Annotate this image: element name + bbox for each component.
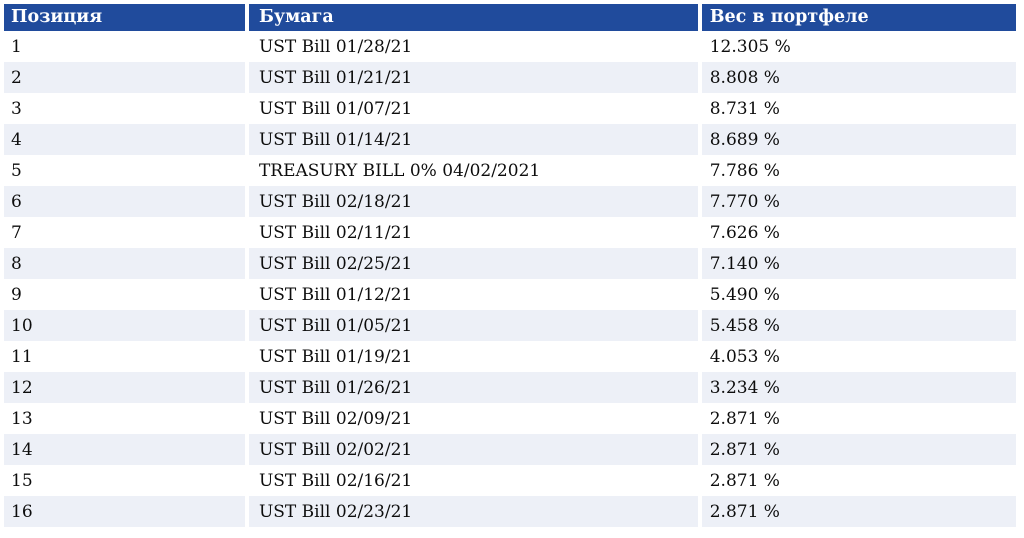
weight-cell: 8.689 %	[701, 124, 1016, 155]
table-row: 4 UST Bill 01/14/21 8.689 %	[4, 124, 1016, 155]
weight-cell: 7.770 %	[701, 186, 1016, 217]
weight-cell: 7.140 %	[701, 248, 1016, 279]
table-row: 3 UST Bill 01/07/21 8.731 %	[4, 93, 1016, 124]
weight-cell: 8.731 %	[701, 93, 1016, 124]
security-cell: UST Bill 01/28/21	[248, 31, 698, 62]
security-cell: UST Bill 02/11/21	[248, 217, 698, 248]
weight-cell: 2.871 %	[701, 434, 1016, 465]
table-row: 8 UST Bill 02/25/21 7.140 %	[4, 248, 1016, 279]
security-cell: UST Bill 02/02/21	[248, 434, 698, 465]
weight-cell: 2.871 %	[701, 496, 1016, 527]
security-cell: UST Bill 01/05/21	[248, 310, 698, 341]
table-row: 12 UST Bill 01/26/21 3.234 %	[4, 372, 1016, 403]
position-cell: 5	[4, 155, 245, 186]
weight-cell: 8.808 %	[701, 62, 1016, 93]
weight-cell: 3.234 %	[701, 372, 1016, 403]
table-body: 1 UST Bill 01/28/21 12.305 % 2 UST Bill …	[4, 31, 1016, 527]
col-header-weight: Вес в портфеле	[701, 4, 1016, 31]
table-row: 2 UST Bill 01/21/21 8.808 %	[4, 62, 1016, 93]
position-cell: 16	[4, 496, 245, 527]
document-page: Позиция Бумага Вес в портфеле 1 UST Bill…	[0, 4, 1024, 538]
security-cell: UST Bill 02/16/21	[248, 465, 698, 496]
position-cell: 6	[4, 186, 245, 217]
position-cell: 15	[4, 465, 245, 496]
table-row: 10 UST Bill 01/05/21 5.458 %	[4, 310, 1016, 341]
weight-cell: 4.053 %	[701, 341, 1016, 372]
position-cell: 2	[4, 62, 245, 93]
position-cell: 9	[4, 279, 245, 310]
security-cell: UST Bill 01/26/21	[248, 372, 698, 403]
security-cell: UST Bill 02/23/21	[248, 496, 698, 527]
security-cell: UST Bill 01/19/21	[248, 341, 698, 372]
position-cell: 7	[4, 217, 245, 248]
weight-cell: 12.305 %	[701, 31, 1016, 62]
position-cell: 1	[4, 31, 245, 62]
security-cell: UST Bill 01/12/21	[248, 279, 698, 310]
table-row: 14 UST Bill 02/02/21 2.871 %	[4, 434, 1016, 465]
table-row: 16 UST Bill 02/23/21 2.871 %	[4, 496, 1016, 527]
weight-cell: 7.786 %	[701, 155, 1016, 186]
portfolio-holdings-table: Позиция Бумага Вес в портфеле 1 UST Bill…	[0, 4, 1020, 527]
table-row: 1 UST Bill 01/28/21 12.305 %	[4, 31, 1016, 62]
weight-cell: 5.490 %	[701, 279, 1016, 310]
header-row: Позиция Бумага Вес в портфеле	[4, 4, 1016, 31]
security-cell: UST Bill 01/07/21	[248, 93, 698, 124]
position-cell: 12	[4, 372, 245, 403]
position-cell: 11	[4, 341, 245, 372]
table-row: 7 UST Bill 02/11/21 7.626 %	[4, 217, 1016, 248]
col-header-security: Бумага	[248, 4, 698, 31]
weight-cell: 2.871 %	[701, 403, 1016, 434]
position-cell: 4	[4, 124, 245, 155]
position-cell: 3	[4, 93, 245, 124]
weight-cell: 2.871 %	[701, 465, 1016, 496]
table-row: 11 UST Bill 01/19/21 4.053 %	[4, 341, 1016, 372]
position-cell: 10	[4, 310, 245, 341]
weight-cell: 7.626 %	[701, 217, 1016, 248]
table-row: 15 UST Bill 02/16/21 2.871 %	[4, 465, 1016, 496]
security-cell: UST Bill 02/18/21	[248, 186, 698, 217]
security-cell: TREASURY BILL 0% 04/02/2021	[248, 155, 698, 186]
security-cell: UST Bill 01/14/21	[248, 124, 698, 155]
position-cell: 8	[4, 248, 245, 279]
table-row: 6 UST Bill 02/18/21 7.770 %	[4, 186, 1016, 217]
weight-cell: 5.458 %	[701, 310, 1016, 341]
col-header-position: Позиция	[4, 4, 245, 31]
security-cell: UST Bill 01/21/21	[248, 62, 698, 93]
table-row: 5 TREASURY BILL 0% 04/02/2021 7.786 %	[4, 155, 1016, 186]
security-cell: UST Bill 02/25/21	[248, 248, 698, 279]
security-cell: UST Bill 02/09/21	[248, 403, 698, 434]
position-cell: 13	[4, 403, 245, 434]
table-header: Позиция Бумага Вес в портфеле	[4, 4, 1016, 31]
position-cell: 14	[4, 434, 245, 465]
table-row: 9 UST Bill 01/12/21 5.490 %	[4, 279, 1016, 310]
table-row: 13 UST Bill 02/09/21 2.871 %	[4, 403, 1016, 434]
